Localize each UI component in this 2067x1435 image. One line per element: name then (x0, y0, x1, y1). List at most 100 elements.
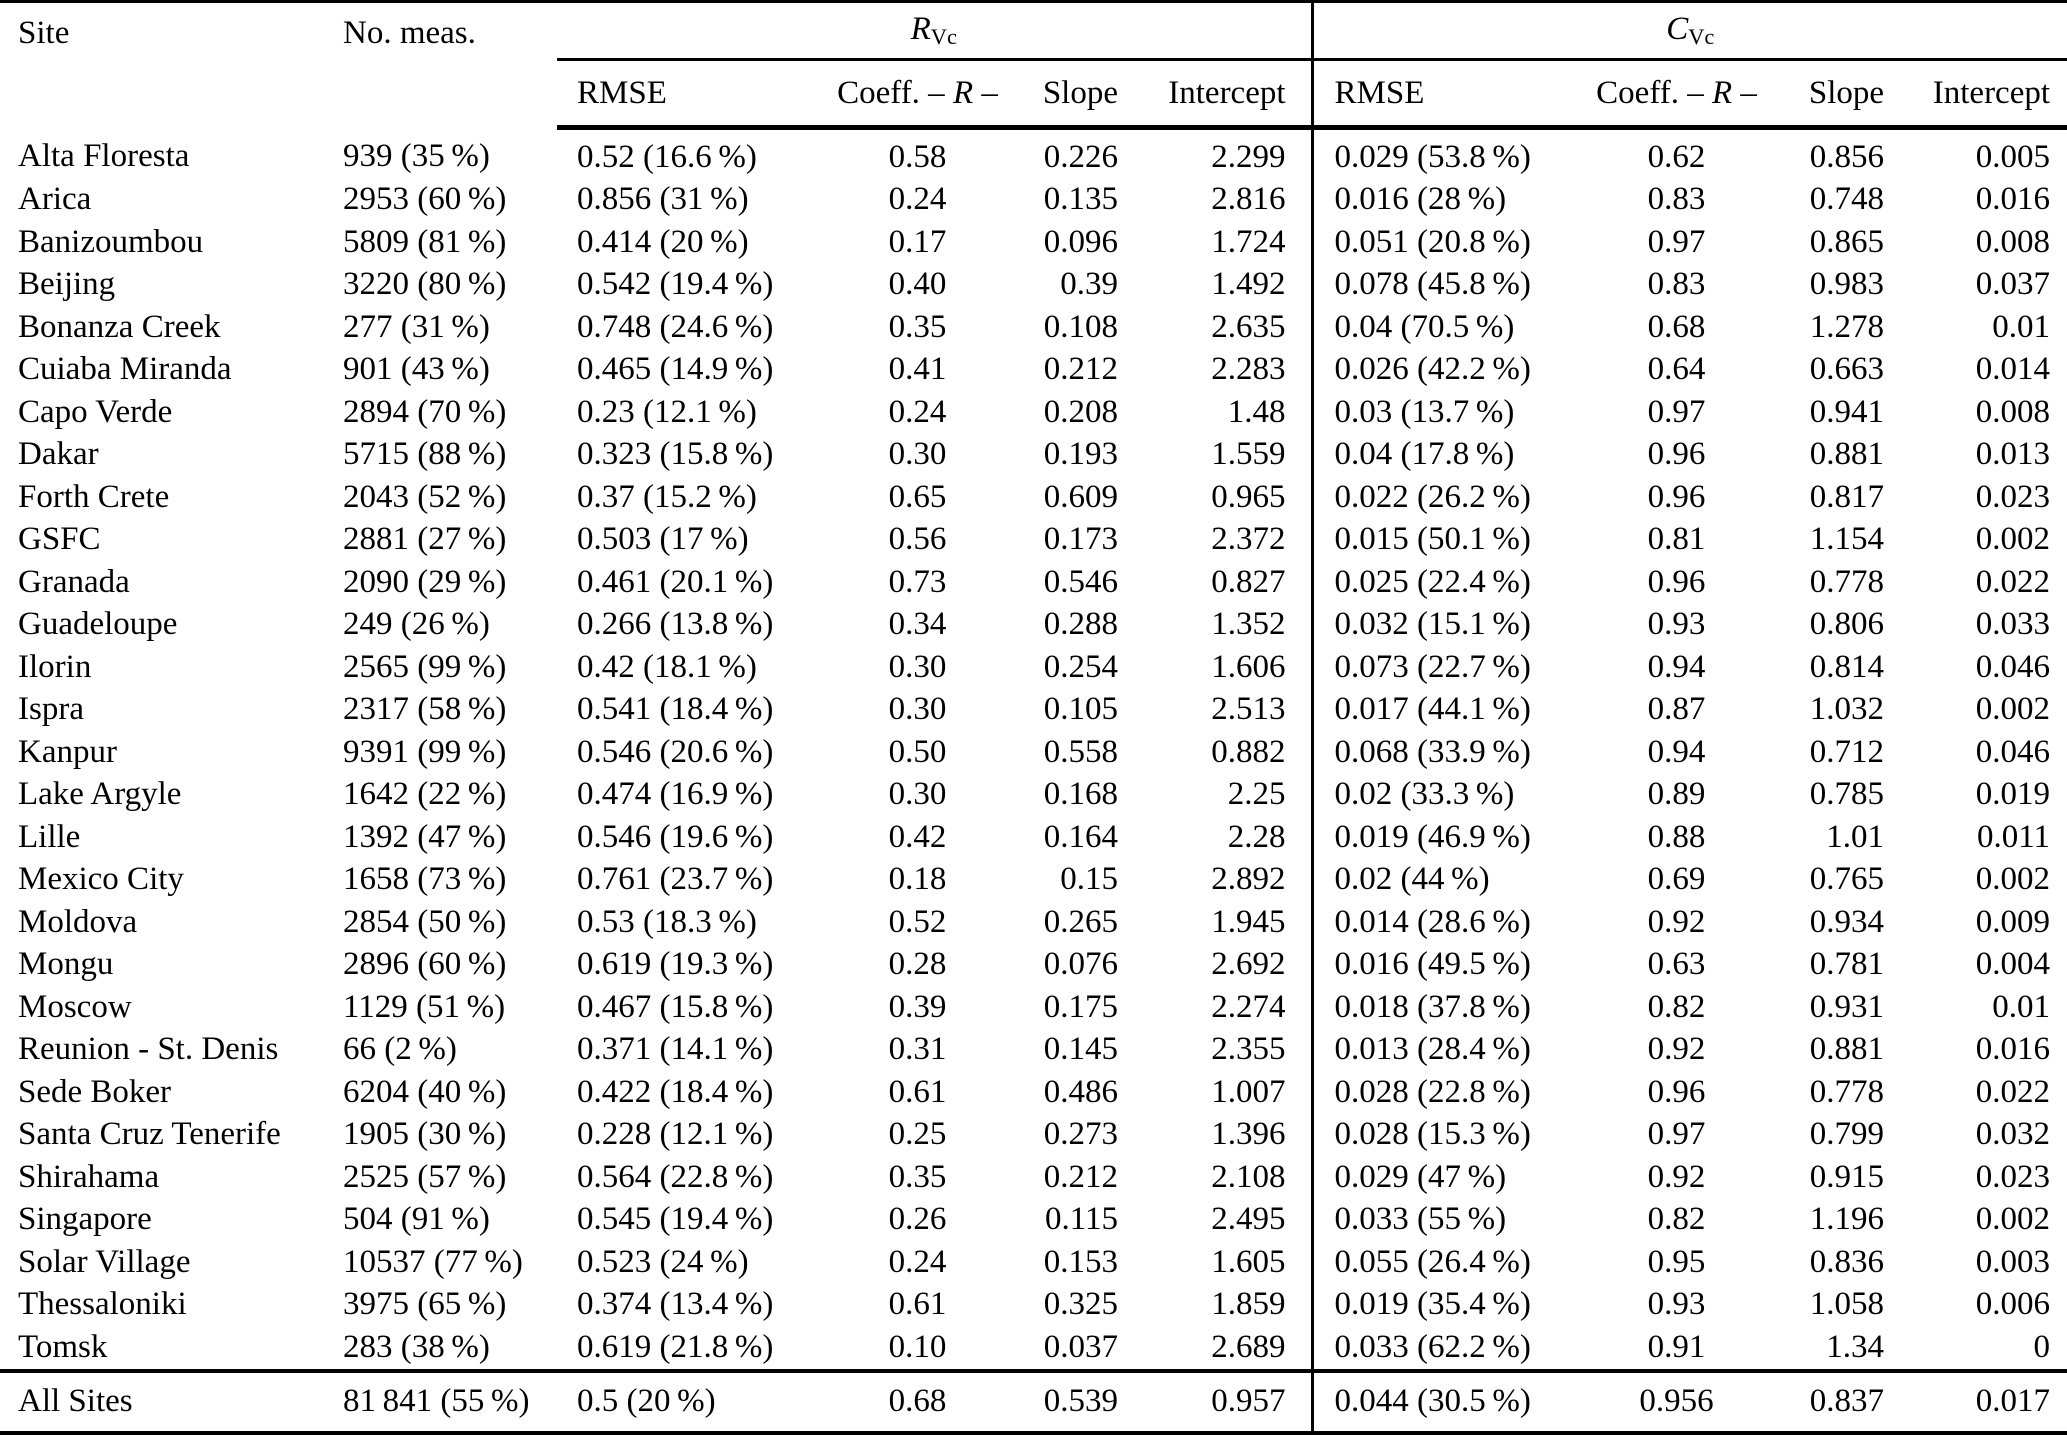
rvc-intercept-cell: 2.283 (1211, 351, 1286, 388)
cvc-slope-cell: 1.01 (1826, 818, 1885, 855)
rvc-intercept-cell: 1.859 (1211, 1286, 1286, 1323)
cvc-coeff-cell: 0.91 (1647, 1328, 1706, 1365)
no-meas-cell: 1642 (22 %) (343, 776, 507, 813)
rvc-subscript: Vc (930, 23, 957, 49)
cvc-coeff-cell: 0.92 (1647, 1031, 1706, 1068)
rvc-slope-cell: 0.105 (1043, 691, 1118, 728)
rvc-coeff-cell: 0.24 (888, 1243, 947, 1280)
cvc-slope-cell: 0.663 (1809, 351, 1885, 388)
cvc-slope-cell: 1.278 (1809, 308, 1885, 345)
rvc-intercept-cell: 1.007 (1211, 1073, 1286, 1110)
rvc-intercept-cell: 2.28 (1227, 818, 1286, 855)
rvc-coeff-cell: 0.25 (888, 1116, 947, 1153)
site-cell: Mongu (18, 946, 114, 983)
cvc-coeff-cell: 0.97 (1647, 393, 1706, 430)
coeff-label-post: – (973, 74, 998, 111)
col-header-rvc-rmse: RMSE (557, 59, 835, 130)
cvc-coeff-cell: 0.94 (1647, 733, 1706, 770)
rvc-rmse-cell: 0.53 (18.3 %) (577, 903, 757, 940)
no-meas-cell: 3220 (80 %) (343, 266, 507, 303)
cvc-intercept-cell: 0.014 (1975, 351, 2051, 388)
rvc-slope-cell: 0.39 (1060, 266, 1118, 303)
no-meas-cell: 2854 (50 %) (343, 903, 507, 940)
no-meas-cell: 2881 (27 %) (343, 521, 507, 558)
cvc-intercept-cell: 0.01 (1992, 308, 2051, 345)
rvc-slope-cell: 0.15 (1060, 861, 1118, 898)
cvc-intercept-cell: 0 (2033, 1328, 2051, 1365)
site-cell: Arica (18, 181, 92, 218)
rvc-coeff-cell: 0.39 (888, 988, 947, 1025)
rvc-rmse-cell: 0.371 (14.1 %) (577, 1031, 774, 1068)
rvc-rmse-cell: 0.23 (12.1 %) (577, 393, 757, 430)
rvc-slope-cell: 0.226 (1043, 138, 1118, 175)
no-meas-cell: 9391 (99 %) (343, 733, 507, 770)
cvc-intercept-cell: 0.037 (1975, 266, 2051, 303)
rvc-intercept-cell: 0.957 (1118, 1368, 1313, 1435)
no-meas-cell: 504 (91 %) (343, 1201, 490, 1238)
site-cell: Lake Argyle (18, 776, 182, 813)
rvc-rmse-cell: 0.414 (20 %) (577, 223, 749, 260)
cvc-rmse-cell: 0.033 (62.2 %) (1310, 1326, 1589, 1371)
site-cell: Tomsk (18, 1328, 108, 1365)
no-meas-cell: 283 (38 %) (343, 1328, 490, 1365)
cvc-intercept-cell: 0.008 (1975, 393, 2051, 430)
cvc-coeff-cell: 0.81 (1647, 521, 1706, 558)
col-header-rvc-coeff: Coeff. – R – (835, 59, 1000, 130)
cvc-rmse-cell: 0.013 (28.4 %) (1310, 1028, 1589, 1071)
col-header-rvc-intercept: Intercept (1118, 59, 1313, 130)
coeff-label-r: R (952, 74, 974, 111)
cvc-slope-cell: 0.748 (1809, 181, 1885, 218)
rvc-coeff-cell: 0.42 (888, 818, 947, 855)
cvc-coeff-cell: 0.95 (1647, 1243, 1706, 1280)
cvc-coeff-cell: 0.64 (1647, 351, 1706, 388)
table-row: Kanpur 9391 (99 %) 0.546 (20.6 %) 0.50 0.558… (0, 731, 2067, 774)
coeff-label-pre: Coeff. – (837, 74, 953, 111)
table-row: Moldova 2854 (50 %) 0.53 (18.3 %) 0.52 0.265… (0, 901, 2067, 944)
cvc-intercept-cell: 0.002 (1975, 861, 2051, 898)
cvc-coeff-cell: 0.83 (1647, 181, 1706, 218)
rvc-coeff-cell: 0.18 (888, 861, 947, 898)
cvc-rmse-cell: 0.033 (55 %) (1310, 1198, 1589, 1241)
table-row: Forth Crete 2043 (52 %) 0.37 (15.2 %) 0.65 0… (0, 476, 2067, 519)
site-cell: Dakar (18, 436, 99, 473)
cvc-slope-cell: 0.785 (1809, 776, 1885, 813)
rvc-slope-cell: 0.212 (1043, 351, 1118, 388)
rvc-slope-cell: 0.288 (1043, 606, 1118, 643)
no-meas-cell: 2043 (52 %) (343, 478, 507, 515)
no-meas-cell: 66 (2 %) (343, 1031, 457, 1068)
no-meas-cell: 1905 (30 %) (343, 1116, 507, 1153)
rvc-intercept-cell: 0.965 (1211, 478, 1286, 515)
no-meas-cell: 81 841 (55 %) (340, 1368, 557, 1435)
rvc-intercept-cell: 1.945 (1211, 903, 1286, 940)
cvc-coeff-cell: 0.92 (1647, 903, 1706, 940)
cvc-coeff-cell: 0.63 (1647, 946, 1706, 983)
rvc-intercept-cell: 2.692 (1211, 946, 1286, 983)
table-row: Singapore 504 (91 %) 0.545 (19.4 %) 0.26 0.1… (0, 1198, 2067, 1241)
cvc-rmse-cell: 0.073 (22.7 %) (1310, 646, 1589, 689)
table-row: Lille 1392 (47 %) 0.546 (19.6 %) 0.42 0.164 2… (0, 816, 2067, 859)
rvc-intercept-cell: 2.372 (1211, 521, 1286, 558)
cvc-coeff-cell: 0.62 (1647, 138, 1706, 175)
coeff-label-post: – (1732, 74, 1757, 111)
cvc-rmse-cell: 0.051 (20.8 %) (1310, 221, 1589, 264)
col-header-site: Site (0, 0, 340, 128)
cvc-coeff-cell: 0.96 (1647, 1073, 1706, 1110)
cvc-slope-cell: 0.778 (1809, 563, 1885, 600)
cvc-slope-cell: 0.837 (1765, 1368, 1885, 1435)
table-row: Dakar 5715 (88 %) 0.323 (15.8 %) 0.30 0.193 1… (0, 433, 2067, 476)
cvc-rmse-cell: 0.026 (42.2 %) (1310, 348, 1589, 391)
coeff-label-pre: Coeff. – (1596, 74, 1712, 111)
group-header-row: Site No. meas. RVc CVc (0, 0, 2067, 128)
table-row: Reunion - St. Denis 66 (2 %) 0.371 (14.1 %… (0, 1028, 2067, 1071)
cvc-intercept-cell: 0.023 (1975, 1158, 2051, 1195)
rvc-slope-cell: 0.173 (1043, 521, 1118, 558)
cvc-symbol: C (1666, 11, 1689, 48)
cvc-coeff-cell: 0.94 (1647, 648, 1706, 685)
cvc-rmse-cell: 0.032 (15.1 %) (1310, 603, 1589, 646)
rvc-coeff-cell: 0.61 (888, 1073, 947, 1110)
rvc-coeff-cell: 0.40 (888, 266, 947, 303)
rvc-slope-cell: 0.108 (1043, 308, 1118, 345)
table-row: Mongu 2896 (60 %) 0.619 (19.3 %) 0.28 0.076 2… (0, 943, 2067, 986)
cvc-slope-cell: 0.983 (1809, 266, 1885, 303)
cvc-rmse-cell: 0.017 (44.1 %) (1310, 688, 1589, 731)
